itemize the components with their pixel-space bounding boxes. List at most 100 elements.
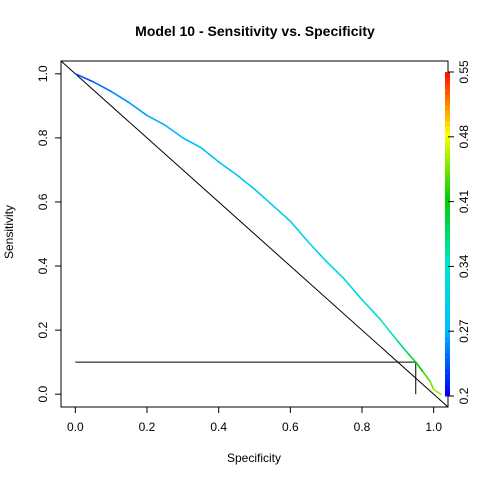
curve-segment: [432, 388, 442, 395]
x-tick-label: 0.4: [210, 420, 227, 434]
chart-title: Model 10 - Sensitivity vs. Specificity: [135, 23, 375, 39]
x-tick-label: 0.2: [139, 420, 156, 434]
x-tick-label: 0.8: [354, 420, 371, 434]
curve-segment: [164, 124, 184, 139]
colorbar-band: [445, 190, 450, 197]
colorbar-band: [445, 77, 450, 84]
y-axis: 0.0 0.2 0.4 0.6 0.8 1.0: [36, 65, 61, 403]
curve-segment: [235, 173, 256, 190]
colorbar-band: [445, 72, 450, 78]
colorbar-band: [445, 180, 450, 186]
x-tick-label: 1.0: [425, 420, 442, 434]
colorbar-band: [445, 212, 450, 219]
colorbar-band: [445, 250, 450, 257]
colorbar-band: [445, 266, 450, 273]
colorbar-band: [445, 115, 450, 122]
colorbar-tick-label: 0.48: [457, 125, 471, 149]
colorbar-tick-label: 0.27: [457, 319, 471, 343]
colorbar-tick-label: 0.41: [457, 190, 471, 214]
colorbar-band: [445, 315, 450, 321]
y-tick-label: 1.0: [36, 65, 50, 82]
colorbar-band: [445, 374, 450, 381]
x-tick-label: 0.6: [282, 420, 299, 434]
colorbar-band: [445, 88, 450, 95]
y-tick-label: 0.8: [36, 129, 50, 146]
y-axis-label: Sensitivity: [2, 205, 16, 259]
colorbar-band: [445, 369, 450, 375]
colorbar-band: [445, 352, 450, 359]
curve-segment: [128, 101, 148, 117]
x-tick-label: 0.0: [67, 420, 84, 434]
colorbar-band: [445, 282, 450, 289]
colorbar-band: [445, 239, 450, 246]
colorbar-band: [445, 298, 450, 305]
colorbar-band: [445, 358, 450, 365]
curve-segment: [397, 340, 410, 355]
curve-segment: [407, 353, 417, 363]
x-axis: 0.0 0.2 0.4 0.6 0.8 1.0: [67, 407, 442, 434]
colorbar-band: [445, 347, 450, 354]
curve-segment: [271, 204, 292, 222]
curve-segment: [92, 81, 112, 93]
curve-segment: [110, 90, 130, 104]
curve-segment: [289, 220, 310, 243]
colorbar-band: [445, 169, 450, 176]
colorbar-band: [445, 93, 450, 100]
curve-segment: [253, 188, 274, 206]
curve-segment: [182, 137, 202, 149]
colorbar: 0.2 0.27 0.34 0.41 0.48 0.55: [445, 60, 471, 404]
colorbar-band: [445, 136, 450, 143]
curve-segment: [361, 298, 381, 320]
colorbar-band: [445, 261, 450, 267]
y-tick-label: 0.0: [36, 386, 50, 403]
colorbar-band: [445, 131, 450, 138]
colorbar-band: [445, 153, 450, 159]
colorbar-band: [445, 201, 450, 208]
colorbar-band: [445, 142, 450, 149]
colorbar-band: [445, 271, 450, 278]
colorbar-band: [445, 147, 450, 154]
colorbar-band: [445, 217, 450, 224]
colorbar-tick-label: 0.55: [457, 60, 471, 84]
colorbar-band: [445, 223, 450, 230]
colorbar-band: [445, 379, 450, 386]
colorbar-band: [445, 196, 450, 203]
colorbar-band: [445, 99, 450, 105]
curve-segment: [199, 146, 220, 163]
colorbar-band: [445, 320, 450, 327]
curve-segment: [325, 260, 345, 280]
y-tick-label: 0.2: [36, 321, 50, 338]
colorbar-band: [445, 104, 450, 111]
colorbar-band: [445, 304, 450, 311]
colorbar-band: [445, 293, 450, 300]
curve-segment: [217, 161, 238, 176]
colorbar-band: [445, 82, 450, 89]
x-axis-label: Specificity: [227, 451, 281, 465]
colorbar-band: [445, 126, 450, 132]
colorbar-band: [445, 363, 450, 370]
colorbar-band: [445, 325, 450, 332]
curve-segment: [74, 73, 95, 83]
curve-segment: [379, 318, 399, 343]
reference-line: [60, 60, 449, 408]
colorbar-band: [445, 158, 450, 165]
colorbar-band: [445, 342, 450, 348]
y-tick-label: 0.4: [36, 257, 50, 274]
colorbar-band: [445, 234, 450, 240]
colorbar-band: [445, 331, 450, 338]
colorbar-band: [445, 277, 450, 284]
colorbar-band: [445, 228, 450, 235]
colorbar-band: [445, 120, 450, 127]
colorbar-band: [445, 185, 450, 192]
colorbar-band: [445, 244, 450, 251]
plot-area: [60, 60, 449, 408]
colorbar-band: [445, 255, 450, 262]
y-tick-label: 0.6: [36, 193, 50, 210]
colorbar-tick-label: 0.2: [457, 387, 471, 404]
colorbar-band: [445, 174, 450, 181]
curve-segment: [422, 370, 431, 383]
colorbar-band: [445, 207, 450, 213]
curve-segment: [146, 114, 166, 126]
colorbar-band: [445, 336, 450, 343]
